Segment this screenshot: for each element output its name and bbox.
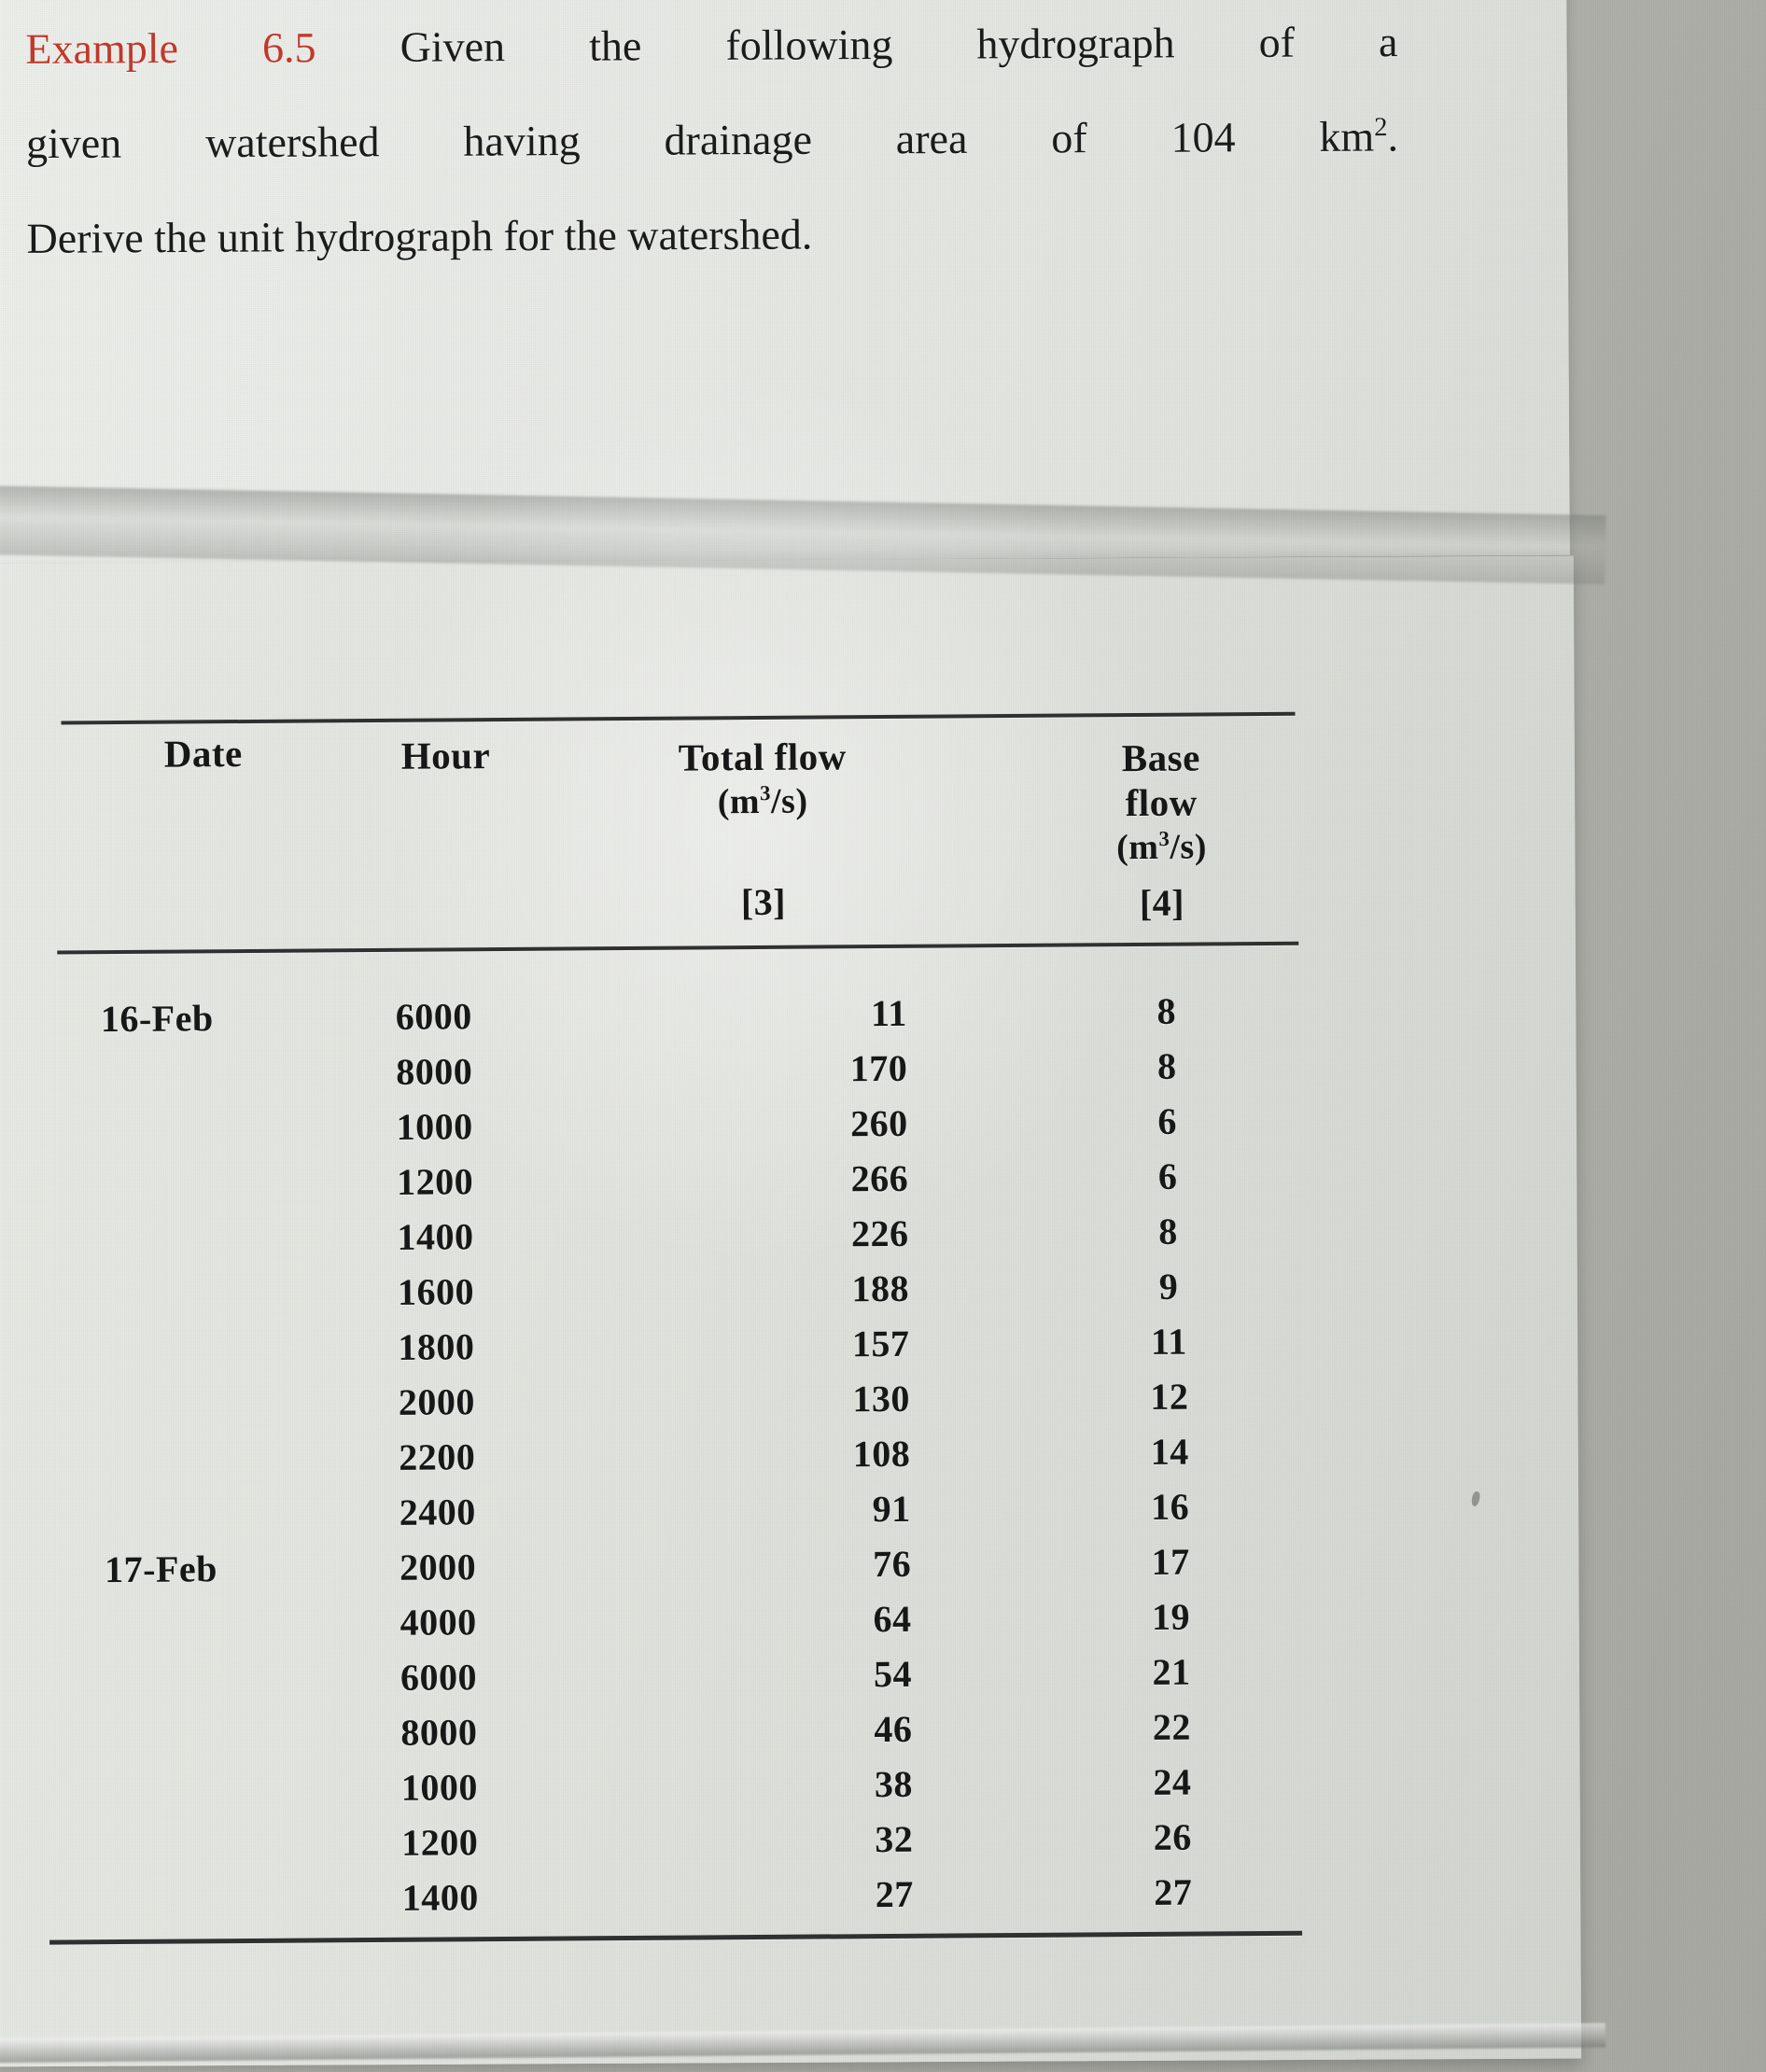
cell-hour: 1400 [397, 1215, 474, 1258]
cell-hour: 1600 [397, 1270, 475, 1313]
cell-hour: 1400 [401, 1876, 479, 1919]
unit-exponent: 3 [1158, 827, 1170, 851]
cell-base-flow: 22 [1152, 1705, 1192, 1748]
cell-base-flow: 26 [1153, 1815, 1192, 1858]
column-header-total-flow-unit: (m3/s) [622, 780, 904, 823]
cell-hour: 6000 [399, 1656, 478, 1699]
cell-hour: 6000 [395, 995, 472, 1038]
table-rule-top [61, 711, 1296, 725]
cell-hour: 2400 [399, 1491, 476, 1533]
cell-hour: 1000 [396, 1105, 473, 1148]
cell-total-flow: 76 [872, 1542, 912, 1586]
unit-close: /s) [1170, 827, 1208, 867]
table-rule-bottom [49, 1930, 1303, 1945]
cell-hour: 2000 [398, 1380, 476, 1423]
cell-total-flow: 226 [850, 1211, 909, 1255]
cell-hour: 2000 [399, 1546, 477, 1589]
cell-base-flow: 17 [1151, 1540, 1190, 1583]
cell-base-flow: 6 [1157, 1155, 1178, 1197]
cell-base-flow: 8 [1156, 1044, 1177, 1087]
column-index-base-flow: [4] [1139, 881, 1185, 924]
unit-open-paren: (m [1116, 827, 1159, 868]
cell-total-flow: 11 [870, 991, 907, 1035]
cell-hour: 1000 [400, 1766, 479, 1809]
cell-total-flow: 38 [874, 1762, 914, 1806]
unit-open-paren: (m [717, 781, 761, 822]
cell-base-flow: 9 [1158, 1265, 1179, 1308]
cell-hour: 1200 [396, 1160, 474, 1203]
column-header-base-flow-line1: Base [1121, 735, 1200, 780]
cell-date: 16-Feb [100, 997, 214, 1041]
cell-hour: 2200 [399, 1435, 476, 1478]
cell-hour: 4000 [399, 1601, 477, 1644]
cell-total-flow: 32 [875, 1817, 914, 1861]
column-header-hour: Hour [400, 734, 491, 777]
cell-total-flow: 157 [851, 1322, 910, 1365]
column-header-base-flow-unit: (m3/s) [1016, 826, 1307, 869]
cell-base-flow: 21 [1152, 1650, 1191, 1693]
column-header-total-flow-label: Total flow [678, 735, 847, 779]
cell-total-flow: 91 [872, 1487, 911, 1531]
column-header-base-flow: Base flow (m3/s) [1016, 735, 1308, 869]
cell-base-flow: 24 [1153, 1760, 1192, 1803]
cell-base-flow: 19 [1151, 1595, 1191, 1638]
cell-base-flow: 14 [1150, 1430, 1189, 1473]
column-header-total-flow: Total flow (m3/s) [622, 734, 904, 823]
cell-total-flow: 130 [852, 1377, 911, 1421]
cell-base-flow: 8 [1156, 989, 1177, 1032]
column-index-total-flow: [3] [740, 880, 787, 924]
cell-total-flow: 266 [850, 1156, 909, 1200]
unit-exponent: 3 [759, 781, 772, 805]
cell-total-flow: 170 [849, 1046, 908, 1090]
column-header-base-flow-line2: flow [1125, 780, 1198, 825]
table-rule-middle [57, 941, 1299, 955]
cell-hour: 1200 [401, 1821, 479, 1864]
cell-total-flow: 108 [852, 1432, 911, 1476]
cell-total-flow: 46 [874, 1707, 913, 1751]
cell-date: 17-Feb [105, 1547, 218, 1591]
column-header-date: Date [163, 732, 243, 776]
unit-close: /s) [770, 781, 808, 821]
cell-base-flow: 12 [1150, 1375, 1189, 1418]
cell-base-flow: 16 [1151, 1485, 1190, 1528]
cell-base-flow: 6 [1157, 1099, 1178, 1142]
cell-hour: 1800 [398, 1325, 475, 1368]
cell-total-flow: 188 [851, 1267, 910, 1310]
cell-base-flow: 27 [1154, 1870, 1193, 1913]
cell-hour: 8000 [400, 1711, 478, 1754]
cell-base-flow: 8 [1158, 1210, 1178, 1253]
cell-hour: 8000 [396, 1050, 473, 1093]
cell-total-flow: 27 [875, 1872, 914, 1916]
cell-total-flow: 54 [873, 1652, 913, 1696]
cell-total-flow: 260 [850, 1101, 908, 1145]
cell-total-flow: 64 [873, 1597, 912, 1641]
cell-base-flow: 11 [1150, 1320, 1187, 1363]
